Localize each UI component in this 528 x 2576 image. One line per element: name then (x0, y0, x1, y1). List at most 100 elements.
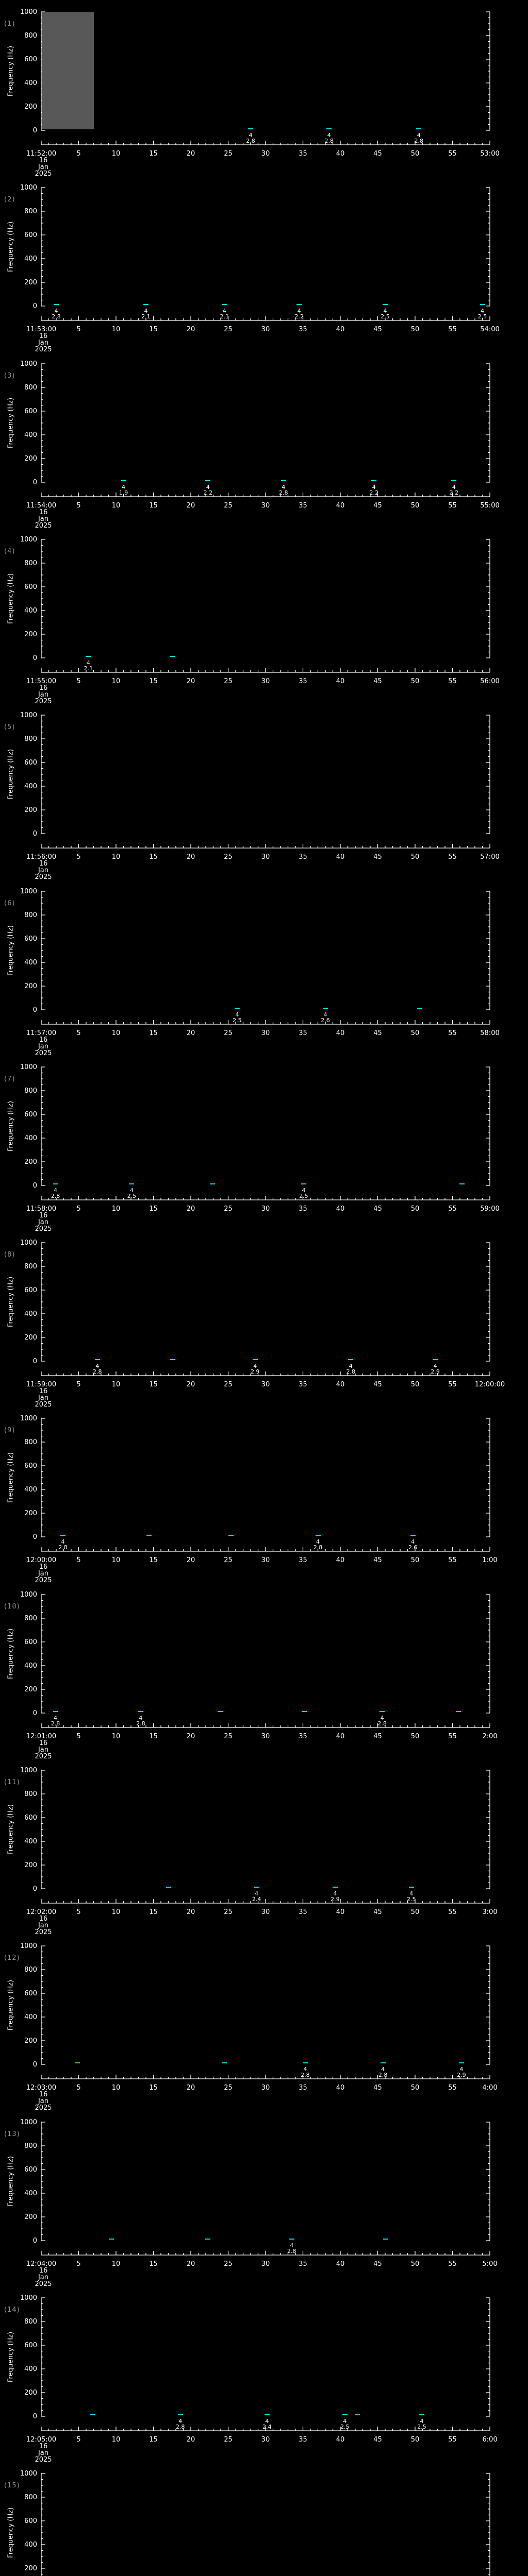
x-tick-label: 40 (336, 150, 345, 158)
event-count-label: 4 (129, 1187, 134, 1194)
axis-lines (41, 2473, 490, 2576)
y-tick-label: 1000 (20, 1767, 37, 1774)
y-tick-label: 800 (24, 911, 37, 919)
x-tick-label: 5 (76, 1029, 81, 1037)
event-count-label: 4 (417, 132, 421, 139)
event-magnitude-label: 2.8 (246, 138, 255, 144)
x-tick-label: 30 (261, 1732, 270, 1740)
unlabeled-event-marker (302, 1710, 307, 1712)
y-tick-label: 1000 (20, 360, 37, 368)
saturation-box (42, 12, 94, 129)
y-tick-label: 400 (24, 2189, 37, 2197)
x-tick-label: 50 (410, 1029, 420, 1037)
x-tick-label: 30 (261, 1556, 270, 1565)
x-axis-start-time-label: 11:52:00 (26, 150, 57, 158)
x-tick-label: 30 (261, 2435, 270, 2444)
event-marker (383, 304, 388, 306)
x-tick-label: 25 (224, 501, 233, 510)
panel-number-label: (5) (4, 723, 15, 732)
event-magnitude-label: 2.8 (58, 1544, 68, 1551)
x-tick-label: 5 (76, 1381, 81, 1389)
event-magnitude-label: 2.9 (331, 1896, 340, 1903)
x-tick-label: 30 (261, 2260, 270, 2268)
axes-frame (41, 715, 490, 849)
event-magnitude-label: 2.8 (279, 489, 288, 496)
x-tick-label: 55 (448, 1205, 457, 1213)
date-year: 2025 (35, 1401, 52, 1409)
event-magnitude-label: 2.8 (346, 1368, 356, 1376)
y-tick-label: 1000 (20, 1942, 37, 1951)
axis-lines (41, 2297, 490, 2431)
date-month: Jan (38, 2097, 49, 2106)
event-marker (86, 655, 91, 657)
y-tick-label: 800 (24, 1087, 37, 1095)
y-tick-label: 200 (24, 279, 37, 287)
x-tick-label: 55 (448, 1381, 457, 1389)
x-tick-label: 10 (111, 2435, 121, 2444)
x-tick-label: 15 (149, 150, 158, 158)
x-tick-label: 45 (373, 677, 382, 685)
x-tick-label: 20 (186, 501, 195, 510)
x-tick-label: 55 (448, 1556, 457, 1565)
axes-frame (41, 2121, 490, 2256)
unlabeled-event-marker (170, 1359, 176, 1361)
event-count-label: 4 (372, 483, 376, 490)
x-tick-label: 30 (261, 1381, 270, 1389)
event-magnitude-label: 2.5 (381, 313, 390, 320)
axes-frame (41, 2473, 490, 2576)
event-magnitude-label: 2.5 (477, 313, 487, 320)
x-axis-end-time-label: 4:00 (482, 2084, 498, 2092)
event-magnitude-label: 2.2 (203, 489, 213, 496)
spectrogram-panel: (13) Frequency (Hz) 12:04:00 5:00 16 Jan… (0, 2110, 528, 2287)
x-tick-label: 5 (76, 2435, 81, 2444)
event-marker (416, 128, 422, 129)
event-marker (53, 1183, 58, 1184)
axes-frame (41, 2297, 490, 2431)
x-tick-label: 10 (111, 2260, 121, 2268)
event-magnitude-label: 2.5 (127, 1192, 137, 1199)
x-tick-label: 40 (336, 2260, 345, 2268)
spectrogram-panel: (4) Frequency (Hz) 11:55:00 56:00 16 Jan… (0, 528, 528, 705)
x-tick-label: 20 (186, 1029, 195, 1037)
event-marker (408, 1887, 414, 1888)
y-tick-label: 400 (24, 606, 37, 615)
x-axis-end-time-label: 58:00 (480, 1029, 500, 1037)
date-day: 16 (39, 1211, 48, 1219)
x-axis-date-label: 16 Jan 2025 (35, 1388, 52, 1408)
x-axis-date-label: 16 Jan 2025 (35, 2091, 52, 2111)
event-count-label: 4 (481, 308, 484, 315)
x-tick-label: 20 (186, 2084, 195, 2092)
unlabeled-event-marker (222, 2062, 227, 2064)
y-tick-label: 600 (24, 2341, 37, 2349)
x-tick-label: 20 (186, 1381, 195, 1389)
x-tick-label: 55 (448, 2435, 457, 2444)
date-day: 16 (39, 2266, 48, 2275)
x-tick-label: 35 (299, 677, 307, 685)
y-tick-label: 0 (32, 2412, 37, 2420)
spectrogram-panel: (1) Frequency (Hz) 11:52:00 53:00 16 Jan… (0, 0, 528, 177)
x-tick-label: 55 (448, 326, 457, 334)
x-axis-start-time-label: 12:05:00 (26, 2435, 57, 2444)
event-magnitude-label: 2.4 (252, 1896, 261, 1903)
date-month: Jan (38, 2449, 49, 2457)
y-tick-label: 600 (24, 1286, 37, 1295)
x-axis-end-time-label: 2:00 (482, 1732, 498, 1740)
unlabeled-event-marker (146, 1535, 152, 1536)
date-day: 16 (39, 684, 48, 692)
x-tick-label: 40 (336, 1205, 345, 1213)
y-axis-title: Frequency (Hz) (7, 2331, 15, 2382)
event-count-label: 4 (255, 1890, 259, 1897)
event-magnitude-label: 1.9 (119, 489, 128, 496)
x-tick-label: 55 (448, 2260, 457, 2268)
axes-frame (41, 11, 490, 145)
event-count-label: 4 (349, 1363, 353, 1370)
panel-number-label: (6) (4, 899, 15, 907)
y-tick-label: 1000 (20, 1590, 37, 1599)
event-marker (323, 1007, 328, 1009)
unlabeled-event-marker (166, 1887, 171, 1888)
x-axis-date-label: 16 Jan 2025 (35, 1916, 52, 1936)
y-tick-label: 400 (24, 1310, 37, 1318)
y-tick-label: 400 (24, 2013, 37, 2022)
y-tick-label: 600 (24, 583, 37, 591)
date-month: Jan (38, 339, 49, 347)
